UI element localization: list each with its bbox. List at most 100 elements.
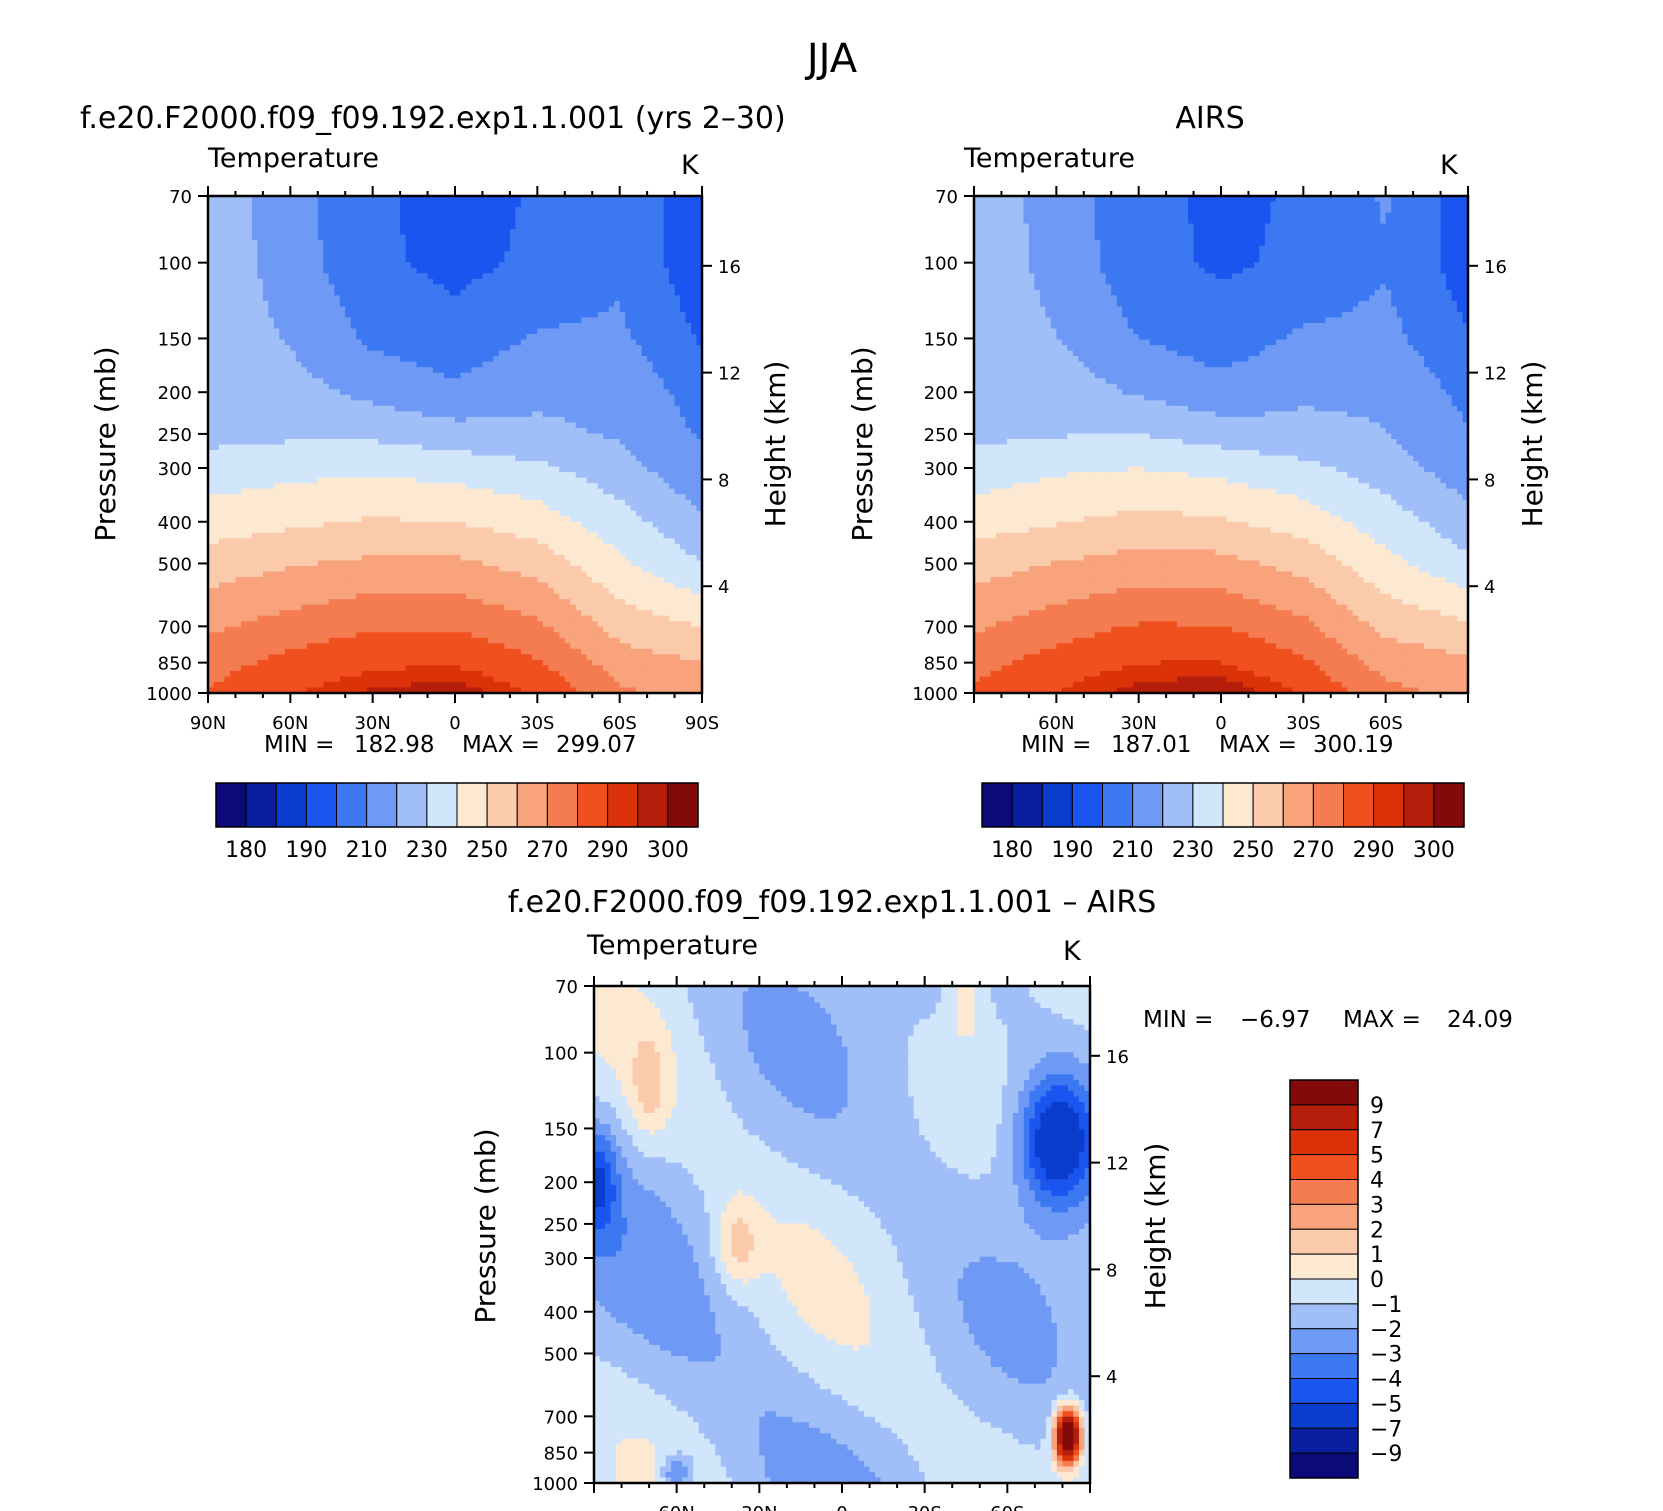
model-cell [235, 599, 242, 606]
model-cell [356, 577, 363, 584]
model-cell [394, 240, 401, 247]
model-cell [295, 383, 302, 390]
model-cell [487, 306, 495, 313]
model-cell [356, 582, 363, 589]
model-cell [498, 372, 505, 379]
model-cell [476, 356, 484, 363]
model-cell [328, 405, 335, 412]
model-cell [444, 444, 451, 451]
model-cell [411, 461, 418, 468]
model-cell [504, 477, 511, 484]
model-cell [235, 438, 242, 446]
model-cell [339, 483, 346, 490]
model-cell [213, 543, 220, 551]
model-cell [400, 455, 407, 462]
model-cell [411, 637, 418, 644]
model-cell [323, 505, 330, 512]
model-cell [487, 472, 495, 479]
model-cell [240, 461, 248, 468]
model-cell [482, 527, 489, 534]
model-cell [279, 367, 286, 374]
model-cell [487, 643, 495, 650]
model-cell [290, 637, 297, 644]
model-cell [334, 472, 341, 479]
model-cell [301, 599, 308, 606]
model-cell [262, 416, 269, 424]
model-cell [476, 278, 484, 285]
model-cell [323, 588, 330, 595]
model-cell [487, 383, 495, 390]
model-cell [246, 577, 253, 584]
model-cell [208, 378, 215, 385]
model-cell [465, 615, 473, 622]
model-cell [372, 554, 379, 562]
model-cell [476, 256, 484, 263]
model-cell [268, 510, 275, 517]
model-cell [290, 323, 297, 330]
model-cell [251, 383, 258, 390]
model-cell [306, 422, 313, 429]
model-cell [218, 444, 226, 451]
model-cell [405, 229, 412, 236]
model-cell [493, 494, 500, 501]
model-cell [389, 637, 396, 644]
model-cell [312, 289, 319, 296]
model-cell [455, 554, 462, 562]
model-cell [323, 626, 330, 633]
model-cell [240, 593, 248, 600]
model-cell [317, 543, 324, 551]
model-cell [444, 438, 451, 446]
model-cell [361, 306, 368, 313]
model-cell [378, 207, 385, 214]
model-cell [460, 334, 467, 341]
model-cell [240, 626, 248, 633]
model-cell [378, 289, 385, 296]
model-cell [251, 245, 258, 252]
model-cell [257, 334, 264, 341]
model-cell [350, 494, 357, 501]
model-cell [449, 654, 456, 661]
model-cell [328, 543, 335, 551]
model-cell [465, 256, 473, 263]
model-cell [405, 527, 412, 534]
model-cell [251, 311, 258, 319]
model-cell [378, 251, 385, 258]
model-cell [433, 378, 440, 385]
model-cell [262, 450, 269, 457]
model-cell [378, 334, 385, 341]
model-cell [284, 383, 291, 390]
model-cell [378, 461, 385, 468]
model-cell [427, 306, 434, 313]
model-cell [482, 626, 489, 633]
model-cell [257, 637, 264, 644]
model-cell [361, 466, 368, 473]
model-cell [383, 201, 390, 208]
model-cell [482, 483, 489, 490]
model-cell [279, 389, 286, 396]
model-cell [290, 488, 297, 495]
model-cell [273, 400, 280, 407]
model-cell [372, 427, 379, 435]
model-cell [317, 367, 324, 374]
model-cell [416, 521, 423, 528]
model-cell [301, 212, 308, 219]
model-cell [257, 383, 264, 390]
model-cell [334, 494, 341, 501]
model-cell [213, 521, 220, 528]
model-cell [224, 196, 231, 203]
model-cell [378, 659, 385, 666]
model-cell [361, 455, 368, 462]
model-cell [361, 499, 368, 506]
model-cell [405, 577, 412, 584]
model-cell [416, 483, 423, 490]
model-cell [465, 560, 473, 567]
model-cell [328, 311, 335, 319]
model-cell [422, 328, 429, 335]
model-cell [213, 201, 220, 208]
model-cell [273, 394, 280, 401]
model-cell [218, 687, 226, 693]
model-cell [493, 472, 500, 479]
model-cell [284, 240, 291, 247]
model-cell [229, 372, 237, 379]
model-cell [284, 245, 291, 252]
